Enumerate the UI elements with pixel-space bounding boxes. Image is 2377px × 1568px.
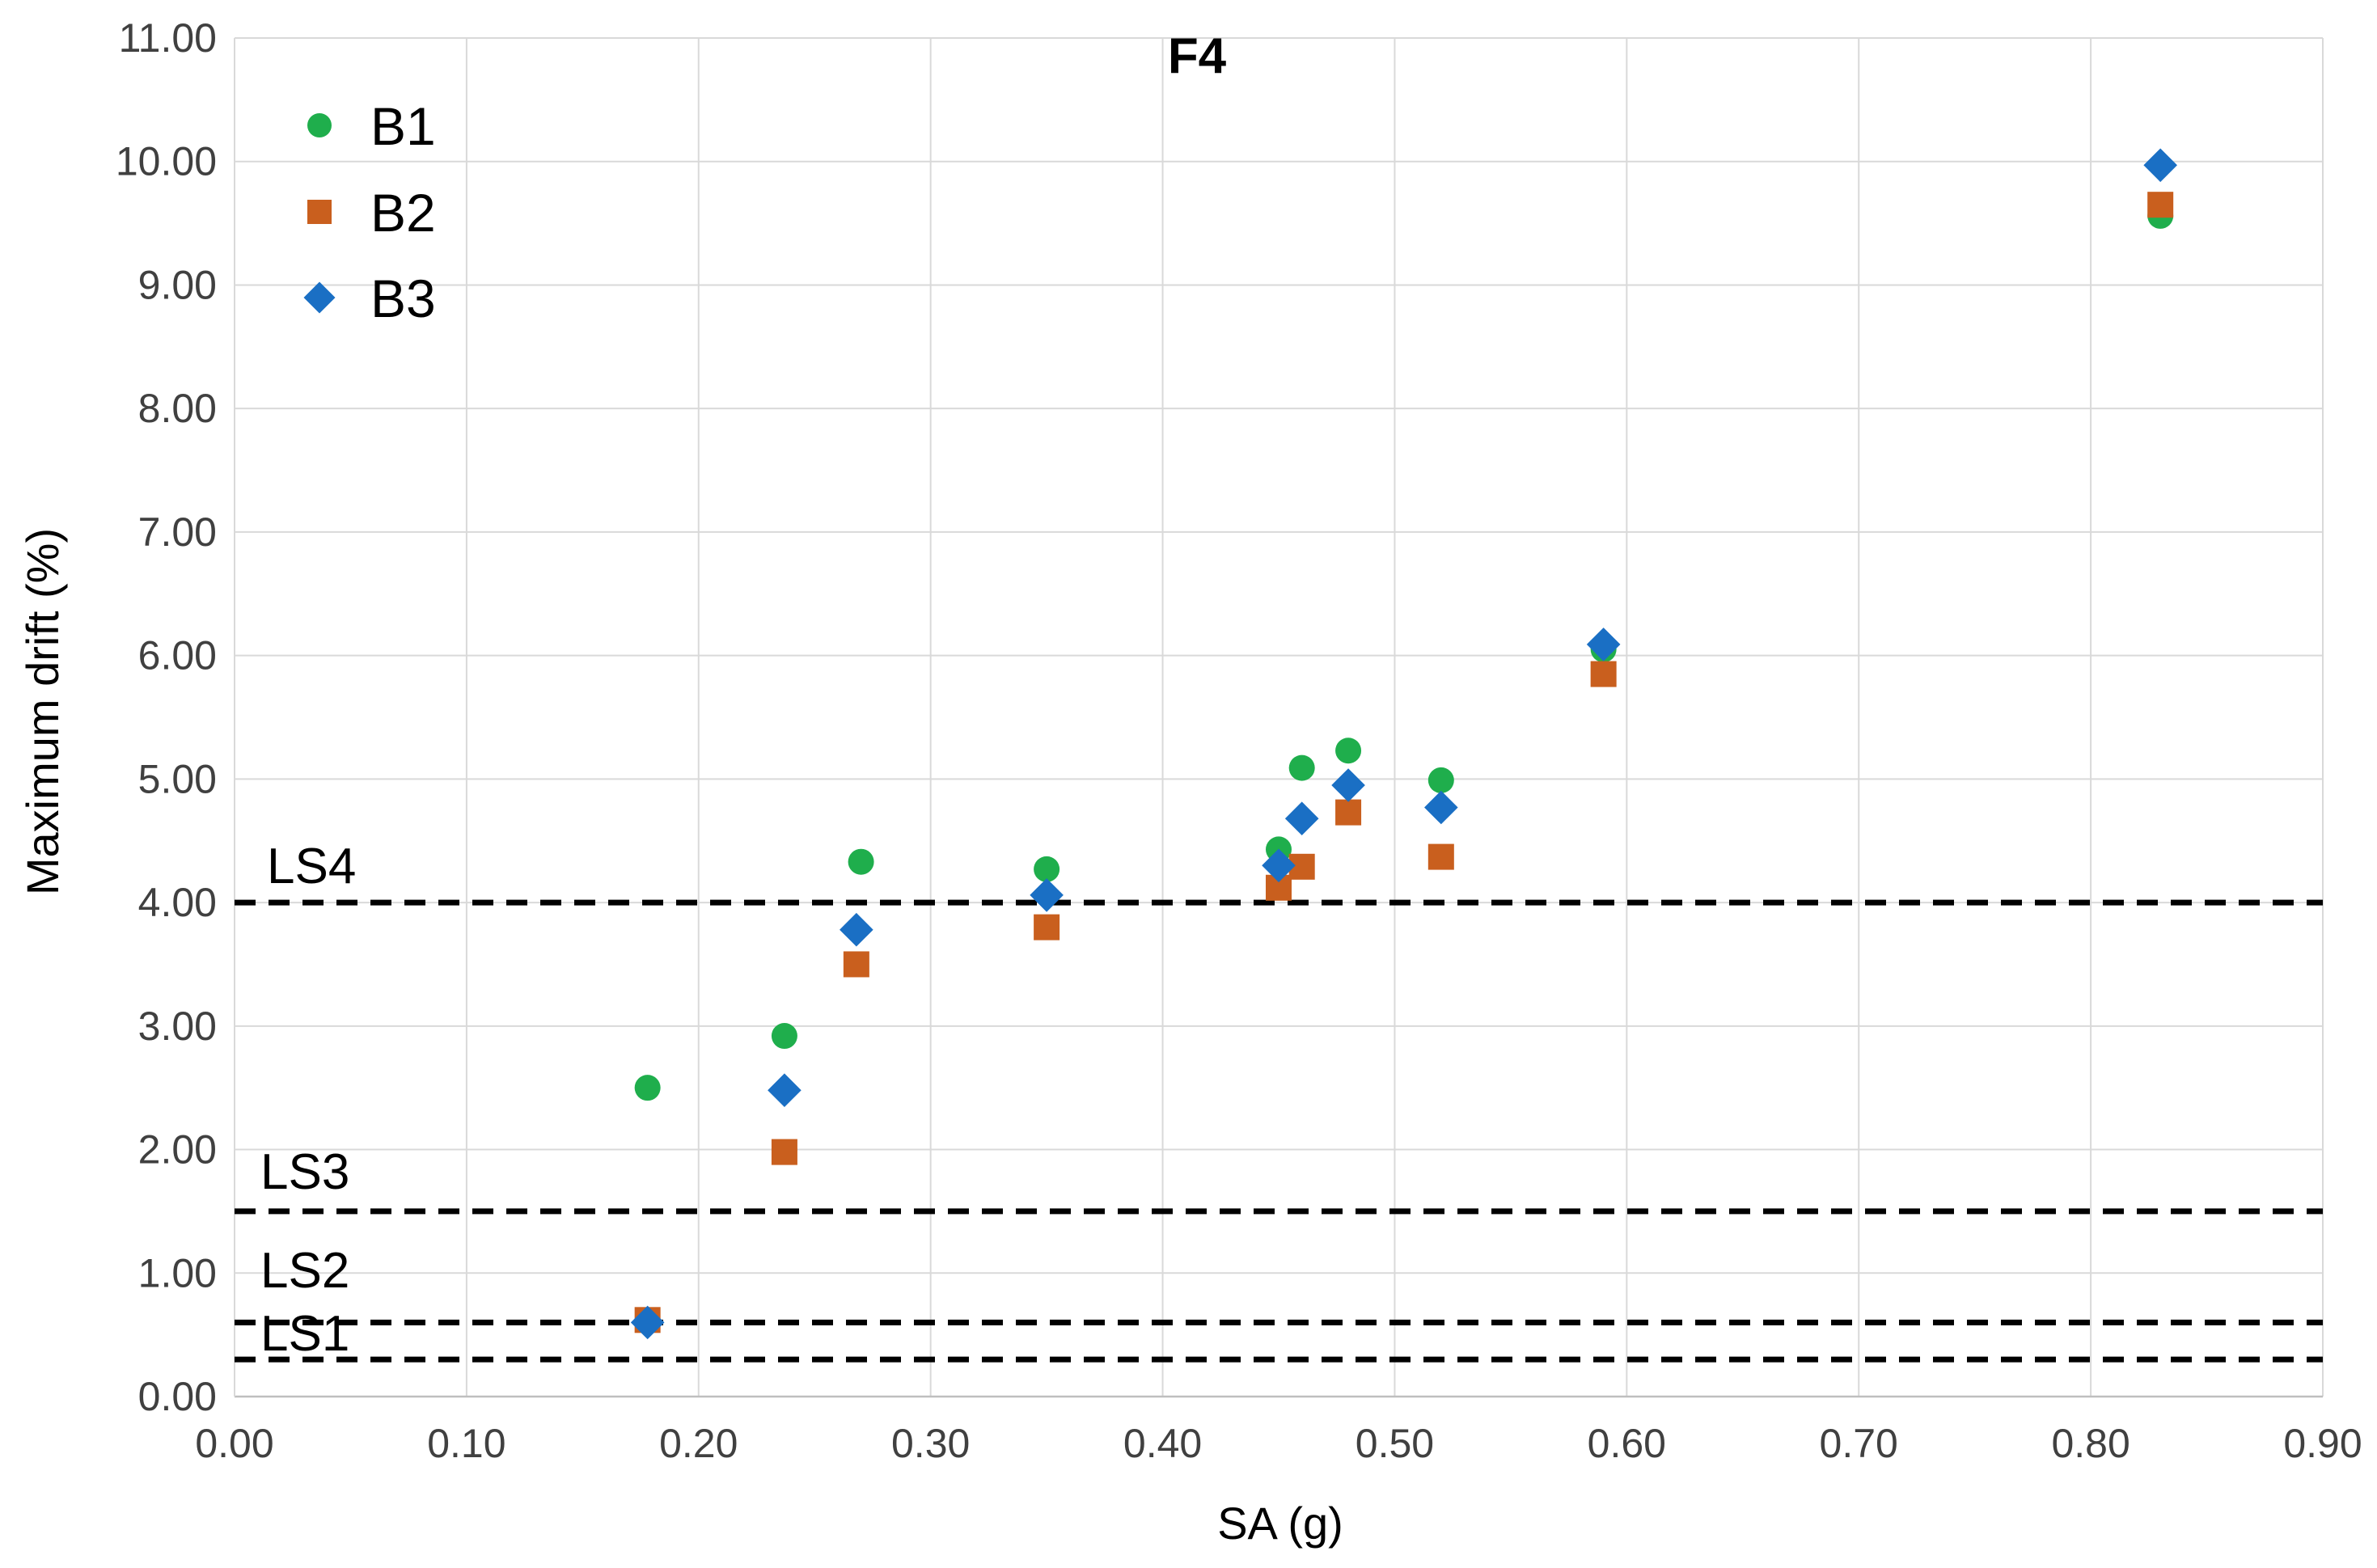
data-point-b3: [1331, 768, 1365, 802]
legend-marker-b1: [307, 113, 332, 137]
y-tick-label: 0.00: [138, 1374, 217, 1419]
y-tick-label: 2.00: [138, 1127, 217, 1173]
legend-marker-b2: [307, 200, 332, 224]
y-tick-label: 4.00: [138, 880, 217, 925]
limit-state-layer: LS1 LS2 LS3 LS4: [235, 839, 2323, 1363]
data-point-b1: [1335, 738, 1362, 764]
x-tick-label: 0.80: [2051, 1421, 2130, 1466]
data-point-b2: [1034, 914, 1060, 940]
data-point-b3: [630, 1305, 665, 1340]
limit-state-label-ls4: LS4: [267, 839, 356, 894]
data-point-b1: [1427, 767, 1454, 793]
data-point-b3: [768, 1073, 801, 1108]
y-tick-label: 9.00: [138, 262, 217, 307]
limit-state-label-ls2: LS2: [260, 1243, 349, 1299]
legend-marker-b3: [303, 281, 336, 314]
y-tick-label: 1.00: [138, 1250, 217, 1295]
x-tick-label: 0.70: [1820, 1421, 1898, 1466]
x-axis-title: SA (g): [1217, 1498, 1343, 1549]
y-tick-label: 7.00: [138, 509, 217, 555]
y-axis-title: Maximum drift (%): [17, 528, 68, 895]
x-tick-label: 0.90: [2283, 1421, 2362, 1466]
data-point-b2: [1335, 799, 1362, 826]
tick-label-layer: 0.00 1.00 2.00 3.00 4.00 5.00 6.00 7.00 8.00 9.00…: [116, 15, 2362, 1466]
data-points-layer: [630, 148, 2177, 1340]
data-point-b3: [1030, 878, 1064, 912]
x-tick-label: 0.30: [891, 1421, 970, 1466]
data-point-b3: [840, 912, 873, 947]
y-tick-label: 6.00: [138, 633, 217, 678]
limit-state-label-ls3: LS3: [260, 1144, 349, 1200]
x-tick-label: 0.60: [1588, 1421, 1666, 1466]
data-point-b2: [843, 951, 869, 978]
data-point-b3: [1284, 801, 1319, 836]
y-tick-label: 5.00: [138, 756, 217, 801]
data-point-b1: [1034, 856, 1060, 882]
legend-label-b2: B2: [370, 183, 436, 243]
data-point-b3: [1262, 848, 1296, 883]
x-tick-label: 0.40: [1123, 1421, 1202, 1466]
y-tick-label: 10.00: [116, 139, 217, 184]
data-point-b1: [848, 848, 874, 875]
data-point-b3: [1586, 628, 1621, 661]
y-tick-label: 8.00: [138, 386, 217, 431]
data-point-b2: [771, 1139, 797, 1165]
grid-layer: [234, 37, 2324, 1398]
data-point-b1: [634, 1075, 661, 1101]
x-tick-label: 0.50: [1356, 1421, 1434, 1466]
y-tick-label: 3.00: [138, 1004, 217, 1049]
data-point-b1: [1288, 754, 1315, 781]
x-tick-label: 0.20: [659, 1421, 738, 1466]
data-point-b2: [1590, 661, 1617, 687]
y-tick-label: 11.00: [119, 15, 217, 61]
data-point-b2: [1427, 843, 1454, 870]
data-point-b3: [1424, 790, 1458, 825]
data-point-b1: [771, 1023, 797, 1050]
data-point-b3: [2143, 148, 2177, 183]
x-tick-label: 0.10: [427, 1421, 505, 1466]
limit-state-label-ls1: LS1: [260, 1306, 349, 1362]
x-tick-label: 0.00: [195, 1421, 273, 1466]
legend-label-b1: B1: [370, 96, 436, 156]
legend-label-b3: B3: [370, 268, 436, 328]
legend: B1 B2 B3: [303, 96, 436, 328]
data-point-b2: [2147, 192, 2174, 218]
chart-title: F4: [1168, 28, 1227, 84]
